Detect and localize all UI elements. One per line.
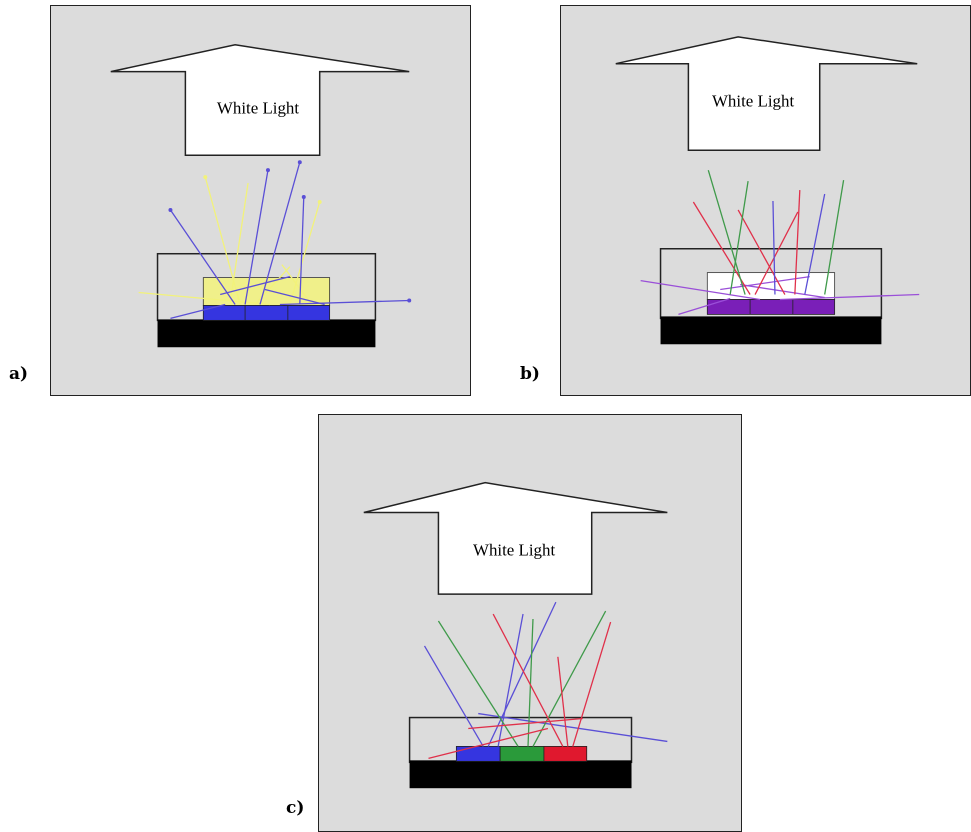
- blue-rays: [423, 601, 668, 747]
- panel-c-label: c): [286, 798, 305, 818]
- blue-rays: [772, 193, 826, 295]
- green-rays: [707, 169, 845, 295]
- ray-arrowheads: [168, 160, 412, 303]
- white-light-arrow: [363, 481, 668, 595]
- panel-b-drawing: White Light: [615, 36, 920, 345]
- red-rays: [692, 190, 801, 295]
- white-light-arrow: [110, 44, 410, 156]
- panel-c: White Light: [318, 414, 742, 832]
- panel-b: White Light: [560, 5, 971, 396]
- panel-a-drawing: White Light: [110, 44, 412, 348]
- white-light-label: White Light: [712, 91, 794, 110]
- blue-led-chip: [455, 746, 501, 762]
- panel-b-label: b): [520, 364, 540, 384]
- substrate: [660, 316, 882, 345]
- white-light-arrow: [615, 36, 918, 152]
- substrate: [409, 760, 632, 789]
- yellow-rays: [138, 176, 321, 306]
- blue-rays: [169, 162, 410, 320]
- blue-led-chip: [202, 305, 331, 321]
- panel-c-drawing: White Light: [363, 481, 668, 789]
- substrate: [157, 319, 376, 348]
- uv-led-chip: [706, 299, 836, 315]
- red-led-chip: [543, 746, 588, 762]
- panel-a: White Light: [50, 5, 471, 396]
- red-rays: [428, 613, 612, 759]
- green-rays: [437, 610, 607, 747]
- white-light-label: White Light: [473, 540, 555, 559]
- green-led-chip: [499, 746, 545, 762]
- panel-a-label: a): [9, 364, 29, 384]
- white-light-label: White Light: [217, 98, 299, 117]
